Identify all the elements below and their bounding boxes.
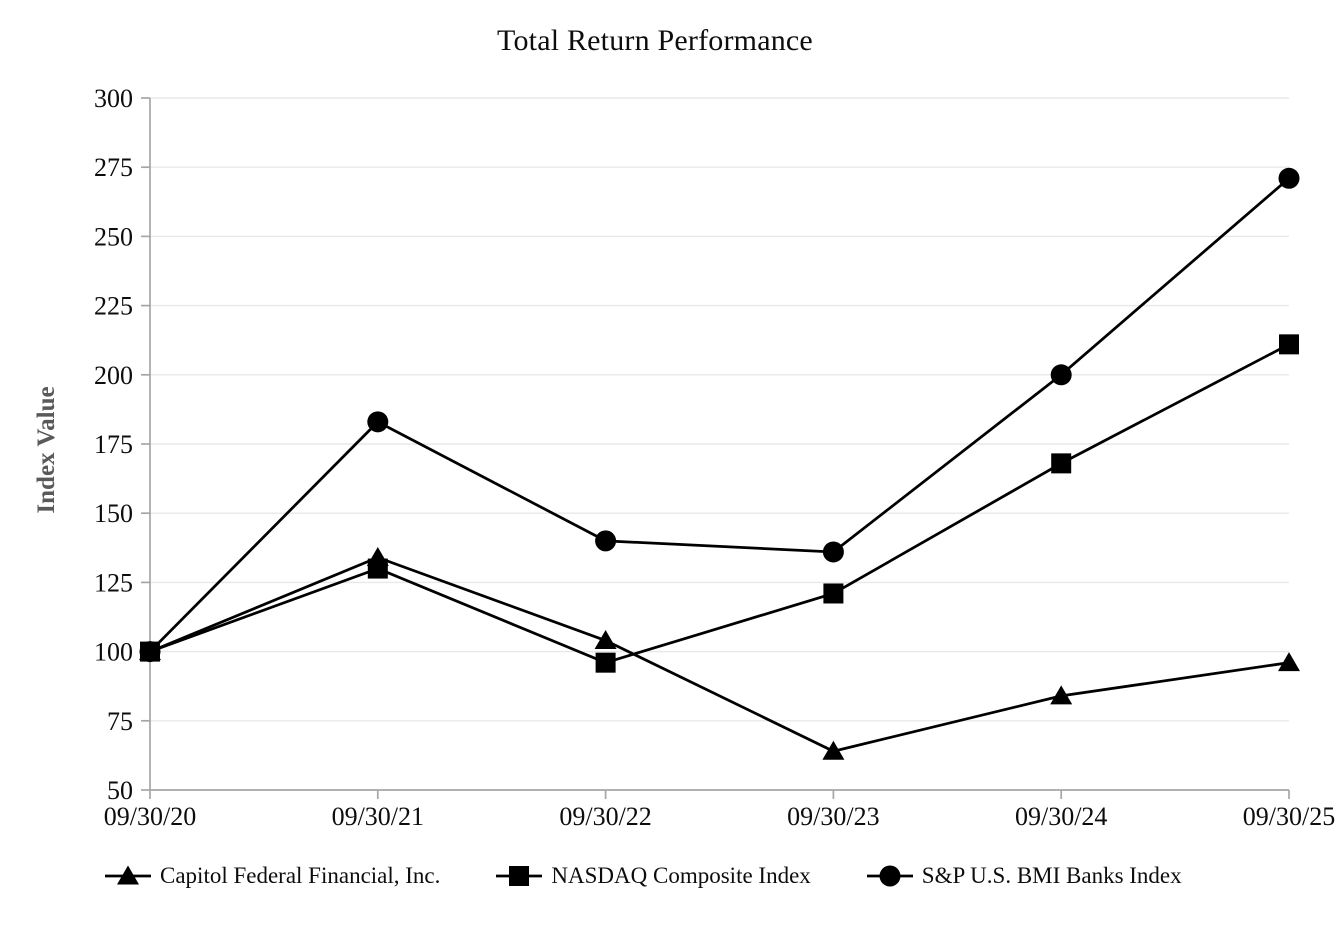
data-point-triangle-marker: [1278, 652, 1300, 672]
y-tick-label: 225: [94, 292, 133, 321]
data-point-square-marker: [595, 652, 616, 673]
legend-label: S&P U.S. BMI Banks Index: [921, 863, 1182, 888]
y-tick-label: 275: [94, 153, 133, 182]
data-point-triangle-marker: [822, 740, 845, 760]
x-tick-label: 09/30/22: [559, 802, 651, 831]
data-point-square-marker: [1051, 453, 1072, 474]
legend-entry: S&P U.S. BMI Banks Index: [866, 863, 1182, 889]
y-tick-label: 75: [107, 707, 133, 736]
data-point-square-marker: [140, 641, 160, 662]
series-line: [149, 343, 1290, 665]
series-line: [149, 177, 1290, 653]
x-tick-label: 09/30/21: [332, 802, 424, 831]
y-tick-label: 250: [94, 222, 133, 251]
legend-entry: Capitol Federal Financial, Inc.: [105, 863, 440, 889]
series-2: [140, 334, 1299, 673]
data-point-square-marker: [367, 558, 388, 579]
data-point-square-marker: [823, 583, 844, 604]
legend-swatch: [866, 865, 913, 887]
series-3: [139, 167, 1300, 663]
x-tick-label: 09/30/23: [787, 802, 879, 831]
legend-circle-marker: [879, 865, 901, 887]
series-line: [149, 556, 1290, 753]
legend-label: Capitol Federal Financial, Inc.: [160, 863, 441, 888]
data-point-triangle-marker: [1050, 685, 1073, 705]
data-point-circle-marker: [1050, 364, 1072, 386]
legend-entry: NASDAQ Composite Index: [496, 863, 811, 889]
data-point-circle-marker: [367, 411, 389, 433]
legend-square-marker: [509, 866, 530, 886]
data-point-square-marker: [1279, 334, 1299, 355]
x-tick-label: 09/30/20: [104, 802, 196, 831]
y-tick-label: 50: [107, 776, 133, 805]
x-tick-label: 09/30/25: [1243, 802, 1335, 831]
legend: Capitol Federal Financial, Inc. NASDAQ Co…: [105, 857, 1182, 895]
legend-triangle-marker: [117, 865, 139, 885]
y-tick-label: 100: [94, 638, 133, 667]
legend-swatch: [105, 865, 151, 885]
data-point-triangle-marker: [594, 630, 617, 650]
data-point-circle-marker: [822, 541, 844, 563]
series-1: [139, 546, 1300, 760]
y-tick-label: 125: [94, 568, 133, 597]
y-tick-label: 300: [94, 84, 133, 113]
y-tick-label: 200: [94, 361, 133, 390]
data-point-circle-marker: [1278, 167, 1300, 189]
chart-title: Total Return Performance: [497, 24, 813, 57]
legend-label: NASDAQ Composite Index: [551, 863, 811, 888]
y-tick-label: 175: [94, 430, 133, 459]
y-tick-label: 150: [94, 499, 133, 528]
x-tick-label: 09/30/24: [1015, 802, 1107, 831]
data-point-circle-marker: [595, 530, 617, 552]
legend-swatch: [496, 866, 543, 886]
